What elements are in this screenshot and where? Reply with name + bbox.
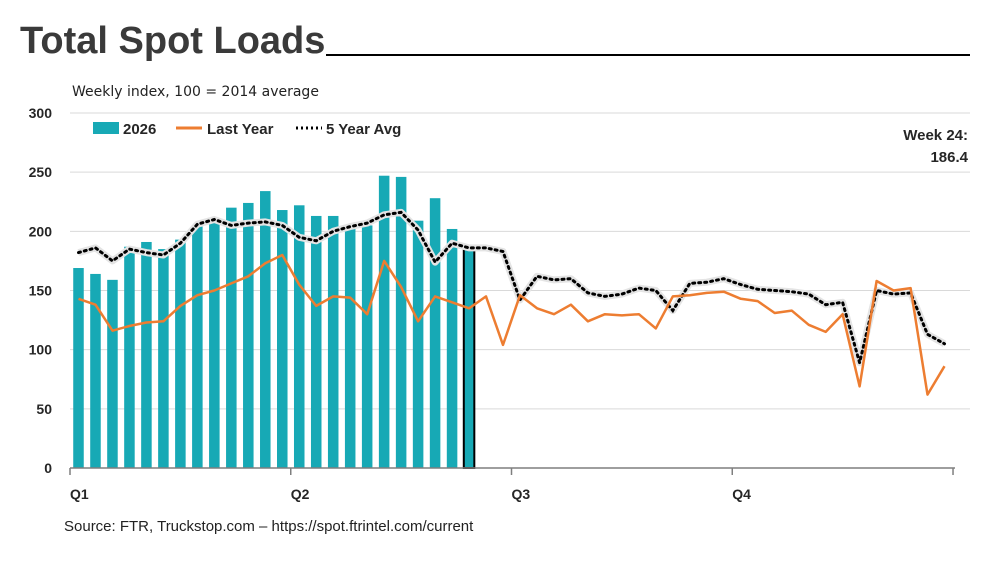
y-tick-label: 0 — [44, 460, 52, 476]
bar-2026 — [226, 207, 237, 468]
bar-2026 — [73, 268, 84, 468]
bar-2026 — [395, 176, 407, 468]
bar-2026 — [260, 191, 271, 468]
bar-2026 — [107, 279, 118, 468]
source-note: Source: FTR, Truckstop.com – https://spo… — [64, 518, 474, 535]
last-year-line — [78, 253, 946, 396]
chart-subtitle: Weekly index, 100 = 2014 average — [72, 84, 319, 100]
legend-label-2026: 2026 — [123, 121, 156, 138]
bar-2026 — [209, 221, 220, 468]
x-tick-label: Q2 — [291, 486, 310, 502]
bar-2026 — [141, 241, 152, 468]
axes: 0 50 100 150 200 250 300 Q1 Q2 Q3 Q4 — [29, 105, 955, 502]
bar-2026 — [192, 226, 203, 468]
legend: 2026 Last Year 5 Year Avg — [93, 121, 401, 138]
bar-2026 — [277, 210, 288, 469]
y-tick-label: 150 — [29, 283, 53, 299]
bar-2026 — [327, 215, 339, 468]
y-tick-label: 100 — [29, 342, 53, 358]
bar-2026 — [361, 225, 373, 468]
y-tick-label: 250 — [29, 164, 53, 180]
callout-week: Week 24: — [903, 127, 968, 144]
bar-2026 — [293, 205, 305, 469]
bar-2026 — [158, 249, 169, 468]
bars-2026 — [73, 175, 476, 469]
bar-2026 — [378, 175, 390, 468]
five-year-avg-series — [77, 208, 947, 369]
bar-2026 — [310, 215, 322, 468]
bar-2026 — [124, 246, 135, 468]
legend-swatch-2026 — [93, 122, 119, 134]
y-tick-label: 300 — [29, 105, 53, 121]
x-tick-label: Q1 — [70, 486, 89, 502]
legend-label-5yr-avg: 5 Year Avg — [326, 121, 401, 138]
x-tick-label: Q3 — [512, 486, 531, 502]
legend-label-last-year: Last Year — [207, 121, 274, 138]
bar-2026 — [429, 198, 441, 468]
x-tick-label: Q4 — [732, 486, 751, 502]
y-tick-label: 200 — [29, 223, 53, 239]
bar-2026 — [243, 202, 254, 468]
page-title: Total Spot Loads — [20, 20, 326, 62]
y-tick-label: 50 — [36, 401, 52, 417]
bar-2026 — [446, 228, 458, 468]
gridlines — [70, 112, 970, 410]
bar-2026 — [344, 225, 356, 468]
last-year-series — [78, 253, 946, 396]
bar-2026 — [175, 239, 186, 468]
week-callout: Week 24: 186.4 — [903, 127, 968, 166]
bar-2026 — [90, 273, 101, 468]
callout-value: 186.4 — [930, 149, 968, 166]
bar-2026 — [462, 246, 476, 469]
title-underline — [326, 54, 970, 56]
bar-2026 — [412, 220, 424, 468]
avg-line-glow — [77, 208, 947, 367]
avg-line — [77, 210, 946, 369]
